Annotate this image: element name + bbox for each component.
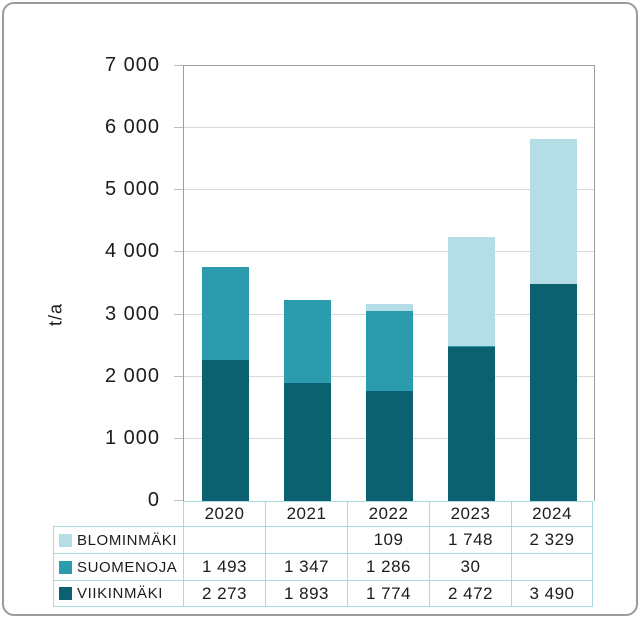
y-tick-label: 6 000	[104, 116, 160, 139]
y-tick-label: 1 000	[104, 426, 160, 449]
legend-label-suomenoja: SUOMENOJA	[53, 554, 183, 581]
bar-segment-suomenoja-2022	[365, 310, 413, 391]
bar-segment-blominmaki-2023	[447, 236, 495, 346]
bar-segment-blominmaki-2024	[529, 139, 577, 285]
y-tick-mark	[174, 375, 183, 377]
bar-segment-suomenoja-2023	[447, 345, 495, 348]
gridline	[184, 189, 594, 191]
y-tick-mark	[174, 500, 183, 501]
bar-segment-suomenoja-2021	[283, 299, 331, 384]
value-cell-viikinmaki-2020: 2 273	[183, 581, 265, 607]
bar-segment-blominmaki-2022	[365, 304, 413, 311]
value-cell-viikinmaki-2023: 2 472	[429, 581, 511, 607]
y-tick-mark	[174, 313, 183, 315]
value-cell-viikinmaki-2021: 1 893	[265, 581, 347, 607]
gridline	[184, 251, 594, 253]
value-cell-suomenoja-2022: 1 286	[347, 554, 429, 581]
y-tick-label: 0	[147, 489, 160, 511]
y-tick-mark	[174, 127, 183, 129]
value-cell-blominmaki-2020	[183, 527, 265, 554]
year-header-2023: 2023	[429, 501, 511, 527]
value-cell-viikinmaki-2022: 1 774	[347, 581, 429, 607]
table-corner-cell	[53, 501, 183, 527]
legend-swatch-viikinmaki	[59, 587, 72, 600]
plot-area	[183, 65, 595, 501]
year-header-2020: 2020	[183, 501, 265, 527]
y-tick-mark	[174, 437, 183, 439]
y-tick-label: 5 000	[104, 178, 160, 201]
legend-label-text: BLOMINMÄKI	[77, 531, 178, 549]
bar-segment-viikinmaki-2022	[365, 390, 413, 501]
value-cell-suomenoja-2020: 1 493	[183, 554, 265, 581]
value-cell-blominmaki-2023: 1 748	[429, 527, 511, 554]
value-cell-suomenoja-2023: 30	[429, 554, 511, 581]
legend-label-text: SUOMENOJA	[77, 558, 178, 576]
y-tick-label: 7 000	[104, 54, 160, 76]
bar-segment-viikinmaki-2020	[201, 359, 249, 501]
year-header-2024: 2024	[511, 501, 593, 527]
value-cell-suomenoja-2021: 1 347	[265, 554, 347, 581]
value-cell-blominmaki-2024: 2 329	[511, 527, 593, 554]
bar-segment-viikinmaki-2021	[283, 383, 331, 501]
legend-swatch-blominmaki	[59, 533, 72, 547]
value-cell-suomenoja-2024	[511, 554, 593, 581]
legend-label-viikinmaki: VIIKINMÄKI	[53, 581, 183, 607]
value-cell-viikinmaki-2024: 3 490	[511, 581, 593, 607]
y-tick-mark	[174, 65, 183, 66]
gridline	[184, 127, 594, 129]
bar-segment-viikinmaki-2024	[529, 284, 577, 501]
y-tick-label: 2 000	[104, 364, 160, 387]
value-cell-blominmaki-2022: 109	[347, 527, 429, 554]
y-tick-label: 4 000	[104, 240, 160, 263]
y-tick-mark	[174, 189, 183, 191]
y-tick-label: 3 000	[104, 302, 160, 325]
legend-swatch-suomenoja	[59, 560, 72, 574]
bar-segment-suomenoja-2020	[201, 266, 249, 360]
legend-data-table: 2020 2021 2022 2023 2024 BLOMINMÄKI 109 1 748 2 …	[53, 501, 593, 607]
year-header-2021: 2021	[265, 501, 347, 527]
value-cell-blominmaki-2021	[265, 527, 347, 554]
bar-segment-viikinmaki-2023	[447, 347, 495, 501]
year-header-2022: 2022	[347, 501, 429, 527]
legend-label-text: VIIKINMÄKI	[77, 585, 164, 602]
legend-label-blominmaki: BLOMINMÄKI	[53, 527, 183, 554]
y-tick-mark	[174, 251, 183, 253]
